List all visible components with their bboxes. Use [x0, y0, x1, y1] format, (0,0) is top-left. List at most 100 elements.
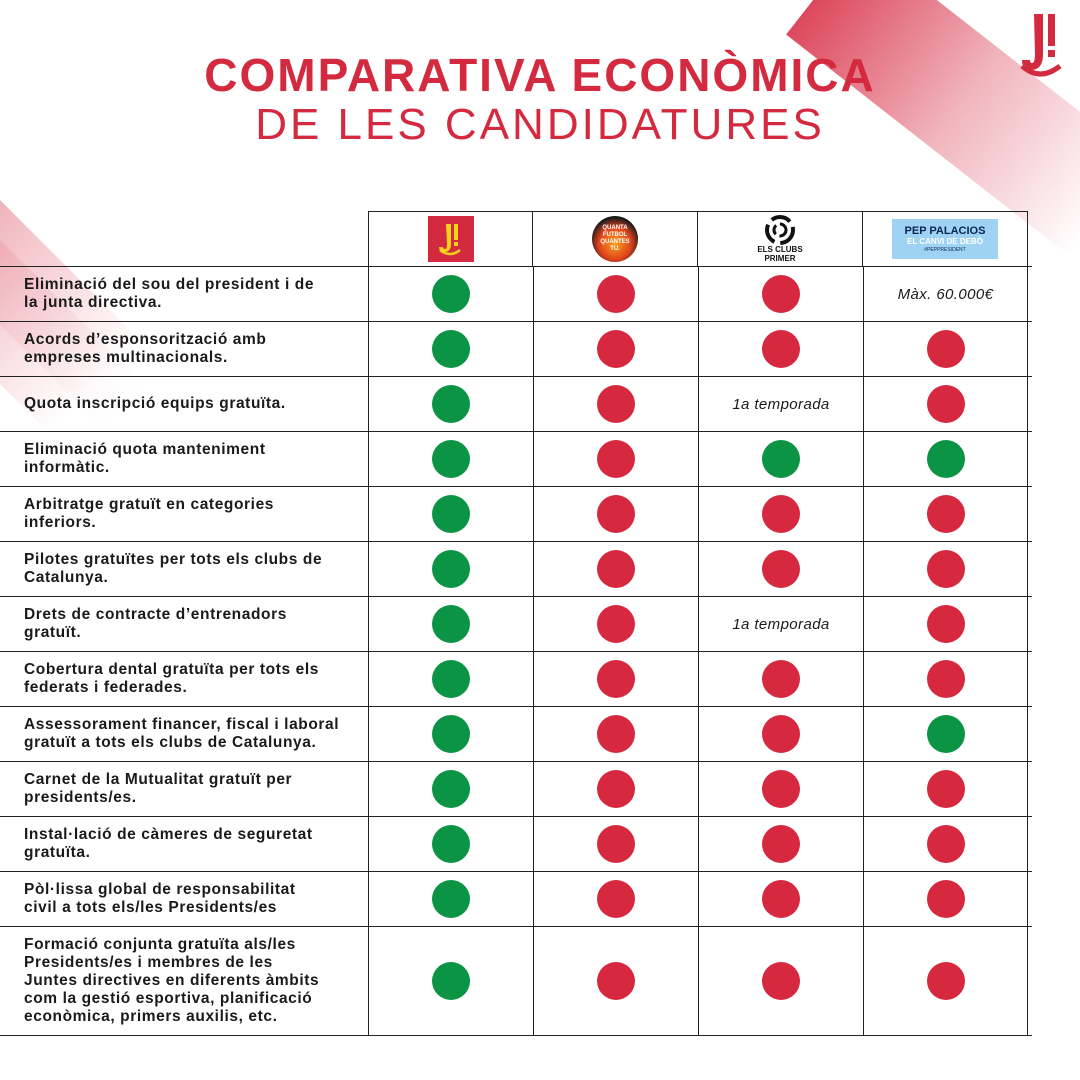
row-label-line: Drets de contracte d’entrenadors [24, 606, 287, 623]
j-brand-logo-icon [1020, 14, 1062, 77]
cell-pep [863, 817, 1028, 871]
cell-clubs [698, 762, 863, 816]
row-label: Assessorament financer, fiscal i laboral… [0, 707, 368, 761]
row-label-line: civil a tots els/les Presidents/es [24, 899, 278, 916]
cell-quanta [533, 597, 698, 651]
red-cross-dot [926, 962, 965, 1000]
cell-quanta [533, 377, 698, 431]
row-label-line: la junta directiva. [24, 294, 163, 311]
row-label: Drets de contracte d’entrenadors gratuït. [0, 597, 368, 651]
cell-j [368, 872, 533, 926]
red-cross-dot [597, 605, 635, 643]
cell-quanta [533, 762, 698, 816]
table-row: Cobertura dental gratuïta per tots els fe… [0, 651, 1032, 706]
table-row: Formació conjunta gratuïta als/les Presid… [0, 926, 1032, 1036]
red-cross-dot [597, 770, 635, 808]
cell-quanta [533, 322, 698, 376]
cell-j [368, 487, 533, 541]
pep-palacios-logo-icon: PEP PALACIOS EL CANVI DE DEBÒ #PEPPRESID… [892, 219, 998, 259]
table-row: Instal·lació de càmeres de seguretat grat… [0, 816, 1032, 871]
table-body: Eliminació del sou del president i de la … [0, 266, 1032, 1036]
row-label: Eliminació del sou del president i de la … [0, 267, 368, 321]
cell-quanta [533, 707, 698, 761]
row-label: Formació conjunta gratuïta als/les Presid… [0, 927, 368, 1035]
cell-clubs [698, 542, 863, 596]
cell-pep [863, 322, 1028, 376]
row-label-line: Pilotes gratuïtes per tots els clubs de [24, 551, 323, 568]
cell-j [368, 267, 533, 321]
row-label-line: Formació conjunta gratuïta als/les [24, 936, 296, 953]
cell-pep [863, 542, 1028, 596]
row-label-line: gratuït a tots els clubs de Catalunya. [24, 734, 317, 751]
red-cross-dot [597, 660, 635, 698]
els-clubs-swirl-icon [765, 215, 795, 245]
red-cross-dot [762, 715, 800, 753]
row-label-line: presidents/es. [24, 789, 137, 806]
green-check-dot [926, 440, 965, 478]
cell-clubs [698, 267, 863, 321]
red-cross-dot [762, 660, 800, 698]
row-label: Quota inscripció equips gratuïta. [0, 377, 368, 431]
green-check-dot [432, 330, 470, 368]
cell-j [368, 927, 533, 1035]
header-cell-candidate-j [368, 211, 533, 266]
table-row: Pòl·lissa global de responsabilitat civil… [0, 871, 1032, 926]
page-title-line2: DE LES CANDIDATURES [255, 100, 825, 149]
row-label-line: Juntes directives en diferents àmbits [24, 972, 320, 989]
row-label: Pòl·lissa global de responsabilitat civil… [0, 872, 368, 926]
cell-quanta [533, 267, 698, 321]
cell-pep [863, 707, 1028, 761]
cell-j [368, 597, 533, 651]
table-row: Carnet de la Mutualitat gratuït per presi… [0, 761, 1032, 816]
cell-j [368, 322, 533, 376]
row-label-line: gratuïta. [24, 844, 91, 861]
cell-clubs [698, 652, 863, 706]
cell-clubs [698, 487, 863, 541]
table-row: Eliminació quota manteniment informàtic. [0, 431, 1032, 486]
red-cross-dot [597, 440, 635, 478]
cell-pep [863, 377, 1028, 431]
page-title-line1: COMPARATIVA ECONÒMICA [204, 49, 876, 101]
green-check-dot [432, 962, 470, 1000]
cell-pep [863, 652, 1028, 706]
cell-j [368, 817, 533, 871]
row-label: Pilotes gratuïtes per tots els clubs de C… [0, 542, 368, 596]
cell-clubs [698, 432, 863, 486]
cell-quanta [533, 872, 698, 926]
cell-j [368, 652, 533, 706]
row-label-line: Acords d’esponsorització amb [24, 331, 267, 348]
cell-clubs [698, 322, 863, 376]
cell-clubs [698, 817, 863, 871]
red-cross-dot [597, 880, 635, 918]
red-cross-dot [597, 550, 635, 588]
cell-j [368, 432, 533, 486]
row-label-line: Instal·lació de càmeres de seguretat [24, 826, 313, 843]
red-cross-dot [762, 825, 800, 863]
red-cross-dot [762, 550, 800, 588]
red-cross-dot [762, 880, 800, 918]
green-check-dot [432, 440, 470, 478]
cell-j [368, 707, 533, 761]
row-label-line: Eliminació quota manteniment [24, 441, 266, 458]
green-check-dot [432, 605, 470, 643]
red-cross-dot [926, 880, 965, 918]
table-row: Quota inscripció equips gratuïta. 1a temp… [0, 376, 1032, 431]
row-label-line: Arbitratge gratuït en categories [24, 496, 275, 513]
cell-note: 1a temporada [732, 615, 830, 633]
cell-quanta [533, 817, 698, 871]
red-cross-dot [926, 495, 965, 533]
red-cross-dot [926, 770, 965, 808]
row-label-line: Eliminació del sou del president i de [24, 276, 315, 293]
row-label: Arbitratge gratuït en categories inferior… [0, 487, 368, 541]
red-cross-dot [597, 962, 635, 1000]
cell-pep: Màx. 60.000€ [863, 267, 1028, 321]
cell-note: 1a temporada [732, 395, 830, 413]
red-cross-dot [597, 715, 635, 753]
row-label-line: Assessorament financer, fiscal i laboral [24, 716, 340, 733]
row-label: Cobertura dental gratuïta per tots els fe… [0, 652, 368, 706]
red-cross-dot [597, 330, 635, 368]
j-logo-glyph-icon [438, 224, 461, 256]
row-label: Instal·lació de càmeres de seguretat grat… [0, 817, 368, 871]
row-label-line: econòmica, primers auxilis, etc. [24, 1008, 278, 1025]
red-cross-dot [926, 605, 965, 643]
